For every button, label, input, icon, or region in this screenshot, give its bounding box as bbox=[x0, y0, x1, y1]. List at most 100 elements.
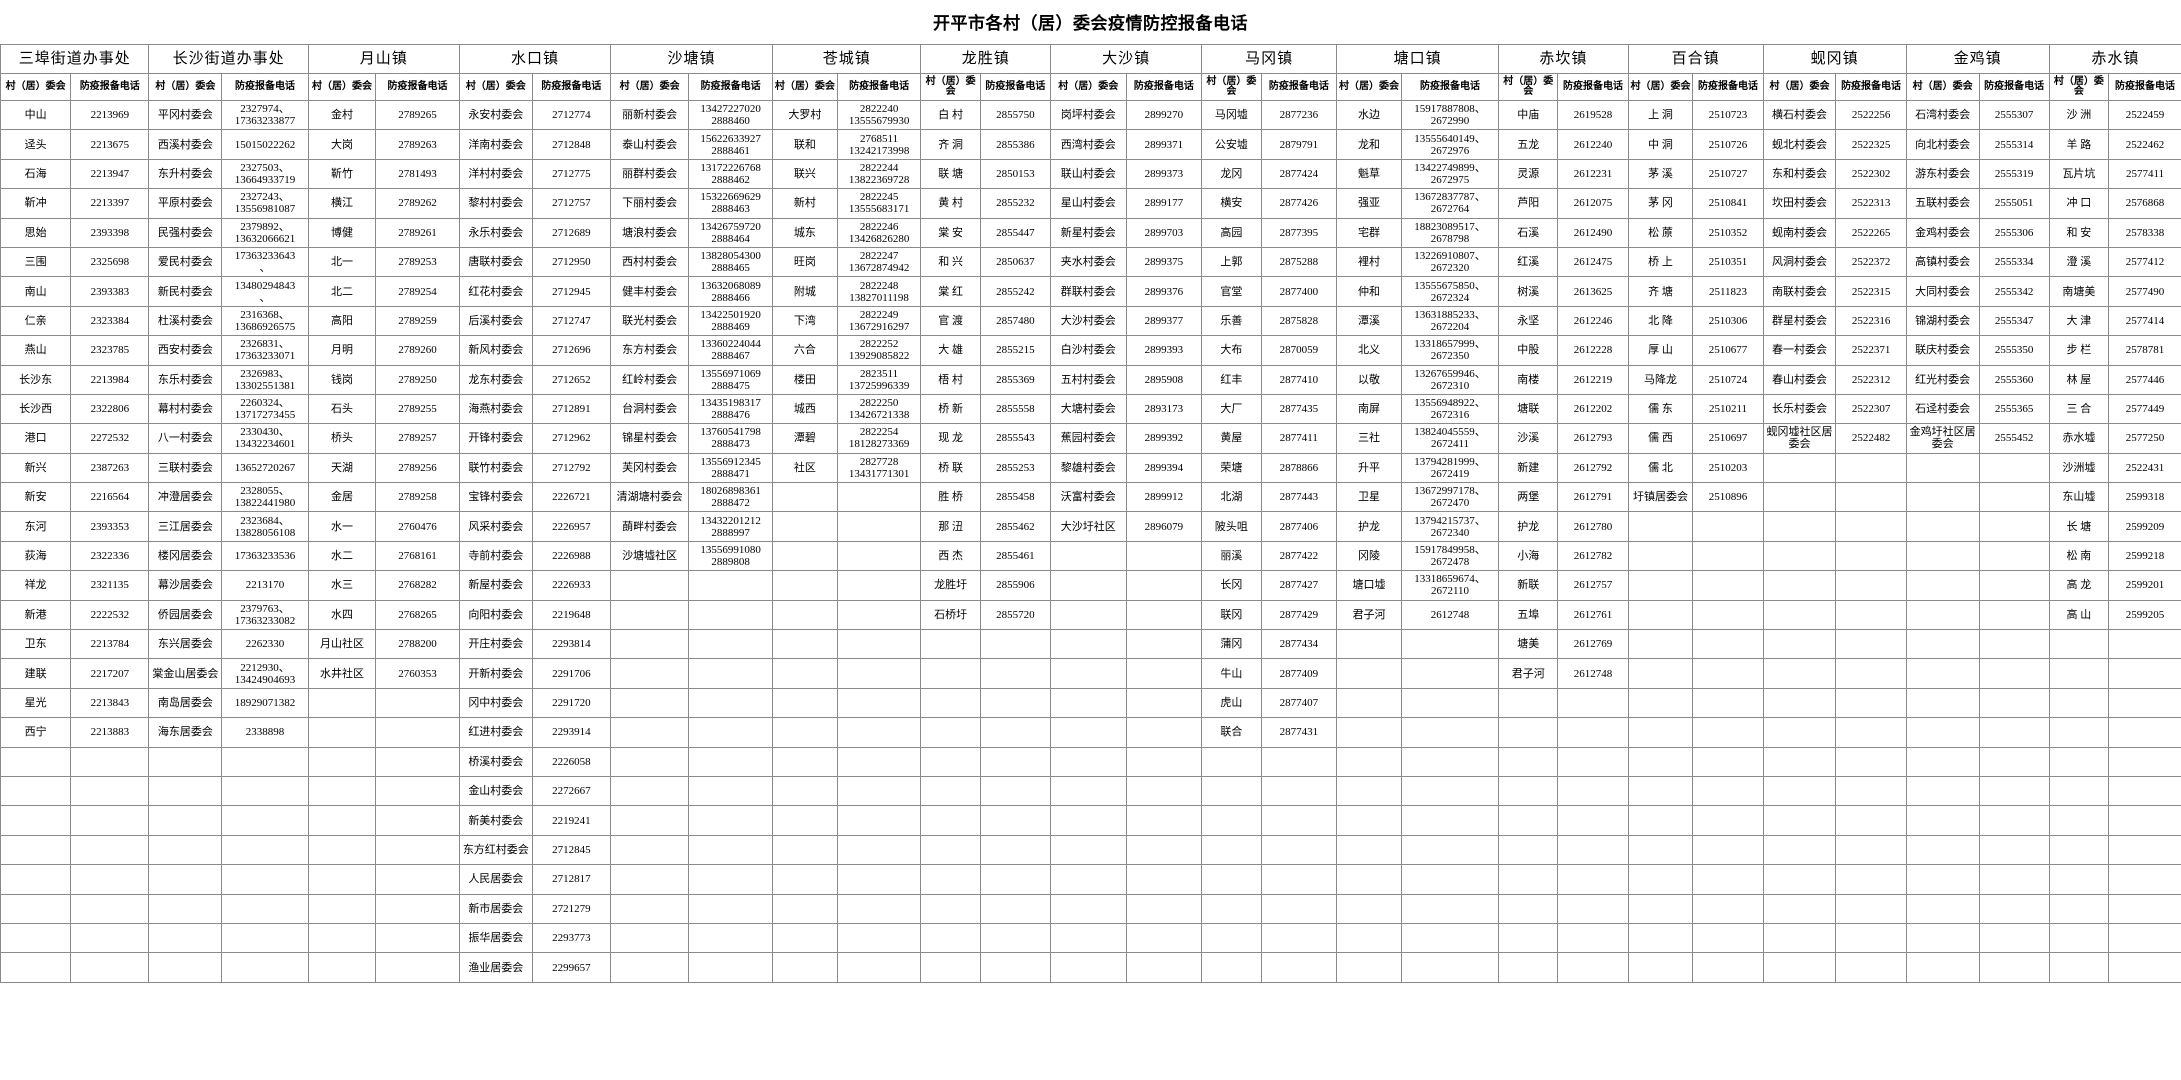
phone-number-cell: 13427227020 2888460 bbox=[688, 99, 773, 131]
empty-cell bbox=[1692, 717, 1764, 748]
empty-cell bbox=[70, 834, 150, 866]
phone-number-cell: 2899373 bbox=[1125, 158, 1203, 190]
village-name-cell: 南塘美 bbox=[2048, 276, 2110, 307]
empty-cell bbox=[2048, 922, 2110, 954]
phone-number-cell: 13828054300 2888465 bbox=[688, 246, 773, 278]
empty-cell bbox=[771, 864, 838, 895]
phone-number-cell: 2712696 bbox=[531, 335, 612, 366]
phone-number-cell: 2522256 bbox=[1835, 99, 1907, 131]
empty-cell bbox=[1978, 511, 2050, 542]
empty-cell bbox=[2108, 834, 2181, 866]
phone-number-cell: 2393398 bbox=[70, 217, 150, 248]
phone-number-cell: 2272532 bbox=[70, 423, 150, 454]
empty-cell bbox=[1762, 687, 1837, 719]
empty-cell bbox=[610, 658, 690, 689]
empty-cell bbox=[1125, 540, 1203, 572]
village-name-cell: 高阳 bbox=[307, 305, 377, 337]
empty-cell bbox=[1627, 834, 1694, 866]
village-name-cell: 东和村委会 bbox=[1762, 158, 1837, 190]
village-name-cell: 西湾村委会 bbox=[1050, 129, 1127, 160]
phone-number-cell: 2789260 bbox=[375, 335, 460, 366]
village-name-cell: 洋南村委会 bbox=[458, 129, 533, 160]
phone-number-cell: 2577412 bbox=[2108, 246, 2181, 278]
phone-number-cell: 2323785 bbox=[70, 335, 150, 366]
phone-number-cell: 2877422 bbox=[1260, 540, 1338, 572]
phone-number-cell: 2712757 bbox=[531, 188, 612, 219]
empty-cell bbox=[1762, 570, 1837, 601]
phone-number-cell: 13555640149、 2672976 bbox=[1400, 129, 1500, 160]
empty-cell bbox=[771, 599, 838, 631]
phone-number-cell: 2612793 bbox=[1557, 423, 1629, 454]
phone-number-cell: 2789257 bbox=[375, 423, 460, 454]
village-name-cell: 北 降 bbox=[1627, 305, 1694, 337]
empty-cell bbox=[1627, 658, 1694, 689]
village-name-cell: 以敬 bbox=[1336, 364, 1402, 395]
phone-number-cell: 13226910807、 2672320 bbox=[1400, 246, 1500, 278]
phone-number-cell: 2855386 bbox=[979, 129, 1052, 160]
phone-number-cell: 2877406 bbox=[1260, 511, 1338, 542]
empty-cell bbox=[920, 893, 981, 924]
phone-number-cell: 2760476 bbox=[375, 511, 460, 542]
empty-cell bbox=[1978, 864, 2050, 895]
empty-cell bbox=[1201, 746, 1262, 777]
empty-cell bbox=[920, 805, 981, 836]
village-name-cell: 民强村委会 bbox=[148, 217, 223, 248]
village-name-cell: 永坚 bbox=[1498, 305, 1559, 337]
village-name-cell: 那 沑 bbox=[920, 511, 981, 542]
empty-cell bbox=[1336, 717, 1402, 748]
empty-cell bbox=[1835, 746, 1907, 777]
village-name-cell: 儒 北 bbox=[1627, 452, 1694, 484]
village-name-cell: 联竹村委会 bbox=[458, 452, 533, 484]
village-name-cell: 冲 口 bbox=[2048, 188, 2110, 219]
phone-number-cell: 2578338 bbox=[2108, 217, 2181, 248]
empty-cell bbox=[375, 687, 460, 719]
empty-cell bbox=[1978, 482, 2050, 513]
empty-cell bbox=[1201, 893, 1262, 924]
village-name-cell: 坎田村委会 bbox=[1762, 188, 1837, 219]
town-header: 金鸡镇 bbox=[1905, 44, 2050, 74]
village-name-cell: 蕉园村委会 bbox=[1050, 423, 1127, 454]
column-header-name: 村（居）委会 bbox=[1905, 73, 1980, 101]
phone-number-cell: 2877427 bbox=[1260, 570, 1338, 601]
village-name-cell: 横石村委会 bbox=[1762, 99, 1837, 131]
empty-cell bbox=[1627, 775, 1694, 807]
column-header-name: 村（居）委会 bbox=[2048, 73, 2110, 101]
empty-cell bbox=[920, 687, 981, 719]
village-name-cell: 中山 bbox=[0, 99, 72, 131]
table-head: 三埠街道办事处 长沙街道办事处 月山镇 水口镇 沙塘镇 苍城镇 龙胜镇 大沙镇 马冈镇 塘口镇 赤坎… bbox=[0, 44, 2181, 101]
phone-number-cell: 2781493 bbox=[375, 158, 460, 190]
village-name-cell: 石溪 bbox=[1498, 217, 1559, 248]
phone-number-cell: 2291706 bbox=[531, 658, 612, 689]
village-name-cell: 现 龙 bbox=[920, 423, 981, 454]
village-name-cell: 牛山 bbox=[1201, 658, 1262, 689]
village-name-cell: 联 塘 bbox=[920, 158, 981, 190]
empty-cell bbox=[1905, 452, 1980, 484]
empty-cell bbox=[375, 922, 460, 954]
phone-number-cell: 2712747 bbox=[531, 305, 612, 337]
phone-number-cell: 2226988 bbox=[531, 540, 612, 572]
phone-number-cell: 13435198317 2888476 bbox=[688, 393, 773, 425]
phone-number-cell: 2577250 bbox=[2108, 423, 2181, 454]
empty-cell bbox=[148, 834, 223, 866]
village-name-cell: 澄 溪 bbox=[2048, 246, 2110, 278]
empty-cell bbox=[1201, 864, 1262, 895]
phone-number-cell: 2612748 bbox=[1400, 599, 1500, 631]
village-name-cell: 黎村村委会 bbox=[458, 188, 533, 219]
village-name-cell: 龙东村委会 bbox=[458, 364, 533, 395]
phone-number-cell: 2899703 bbox=[1125, 217, 1203, 248]
phone-number-cell: 2213843 bbox=[70, 687, 150, 719]
empty-cell bbox=[221, 834, 309, 866]
town-header: 塘口镇 bbox=[1336, 44, 1500, 74]
village-name-cell: 红丰 bbox=[1201, 364, 1262, 395]
phone-number-cell: 2226957 bbox=[531, 511, 612, 542]
empty-cell bbox=[1627, 629, 1694, 660]
phone-number-cell: 2613625 bbox=[1557, 276, 1629, 307]
phone-number-cell: 2822249 13672916297 bbox=[836, 305, 922, 337]
empty-cell bbox=[70, 864, 150, 895]
empty-cell bbox=[1978, 834, 2050, 866]
column-header-phone: 防疫报备电话 bbox=[221, 73, 309, 101]
phone-number-cell: 2789265 bbox=[375, 99, 460, 131]
village-name-cell: 儒 东 bbox=[1627, 393, 1694, 425]
empty-cell bbox=[1498, 775, 1559, 807]
